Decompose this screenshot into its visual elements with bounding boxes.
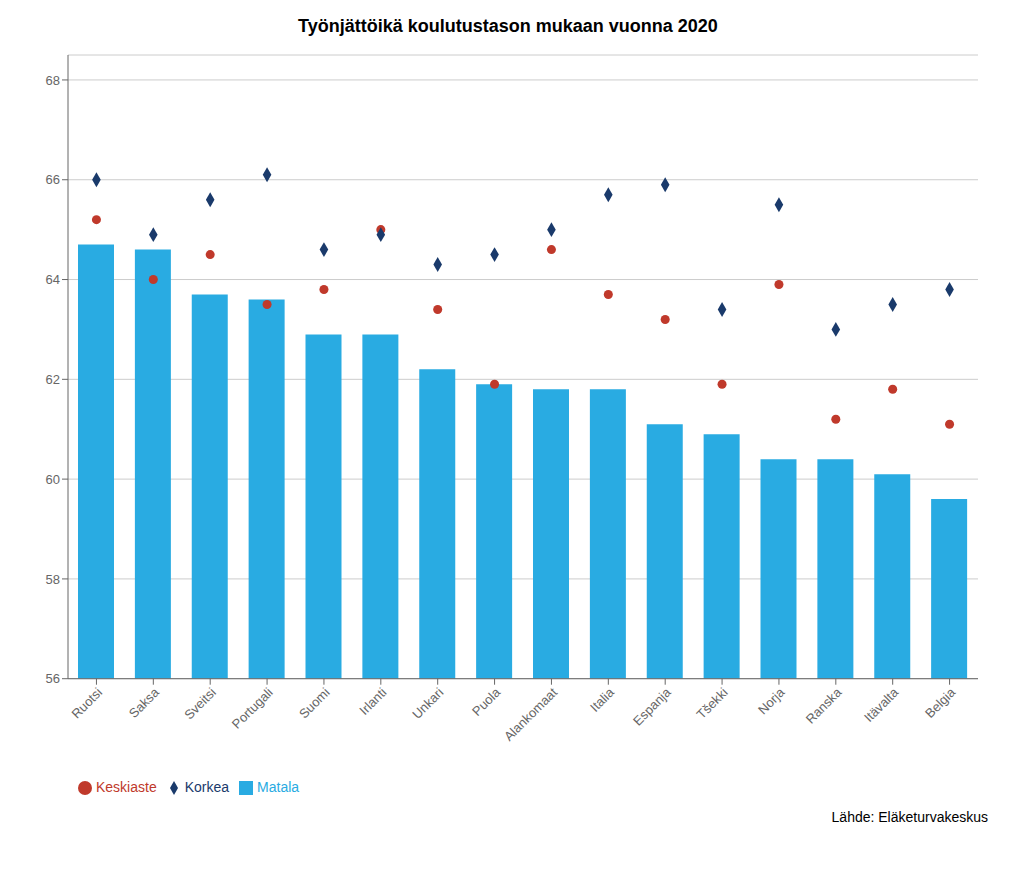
svg-text:Alankomaat: Alankomaat — [501, 684, 560, 743]
svg-text:Ranska: Ranska — [803, 684, 845, 726]
html-text:Keskiaste: Keskiaste — [96, 778, 157, 795]
html-text:Työnjättöikä koulutustason muk: Työnjättöikä koulutustason mukaan vuonna… — [298, 16, 718, 36]
svg-text:Ruotsi: Ruotsi — [68, 685, 105, 722]
html-text:Korkea: Korkea — [184, 778, 230, 795]
svg-text:Tšekki: Tšekki — [694, 685, 731, 722]
html-text:Matala: Matala — [257, 778, 300, 795]
svg-text:Italia: Italia — [587, 684, 618, 715]
svg-text:Sveitsi: Sveitsi — [181, 685, 219, 723]
svg-text:Irlanti: Irlanti — [356, 685, 389, 718]
svg-text:Espanja: Espanja — [630, 684, 674, 728]
svg-text:Unkari: Unkari — [409, 685, 446, 722]
svg-text:66: 66 — [46, 172, 60, 187]
svg-text:56: 56 — [46, 671, 60, 686]
svg-text:68: 68 — [46, 73, 60, 88]
svg-text:Saksa: Saksa — [126, 684, 163, 721]
svg-text:58: 58 — [46, 572, 60, 587]
svg-text:60: 60 — [46, 472, 60, 487]
html-text:Lähde: Eläketurvakeskus: Lähde: Eläketurvakeskus — [831, 809, 988, 825]
svg-text:Itävalta: Itävalta — [861, 684, 902, 725]
svg-text:64: 64 — [46, 272, 60, 287]
svg-text:Belgia: Belgia — [922, 684, 959, 721]
svg-text:62: 62 — [46, 372, 60, 387]
svg-text:Suomi: Suomi — [296, 685, 333, 722]
svg-text:Portugali: Portugali — [229, 685, 276, 732]
svg-text:Norja: Norja — [755, 684, 788, 717]
svg-text:Puola: Puola — [469, 684, 504, 719]
